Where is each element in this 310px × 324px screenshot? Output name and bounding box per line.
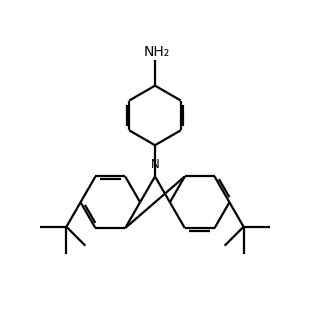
Text: N: N — [151, 158, 160, 171]
Text: NH₂: NH₂ — [144, 45, 170, 59]
